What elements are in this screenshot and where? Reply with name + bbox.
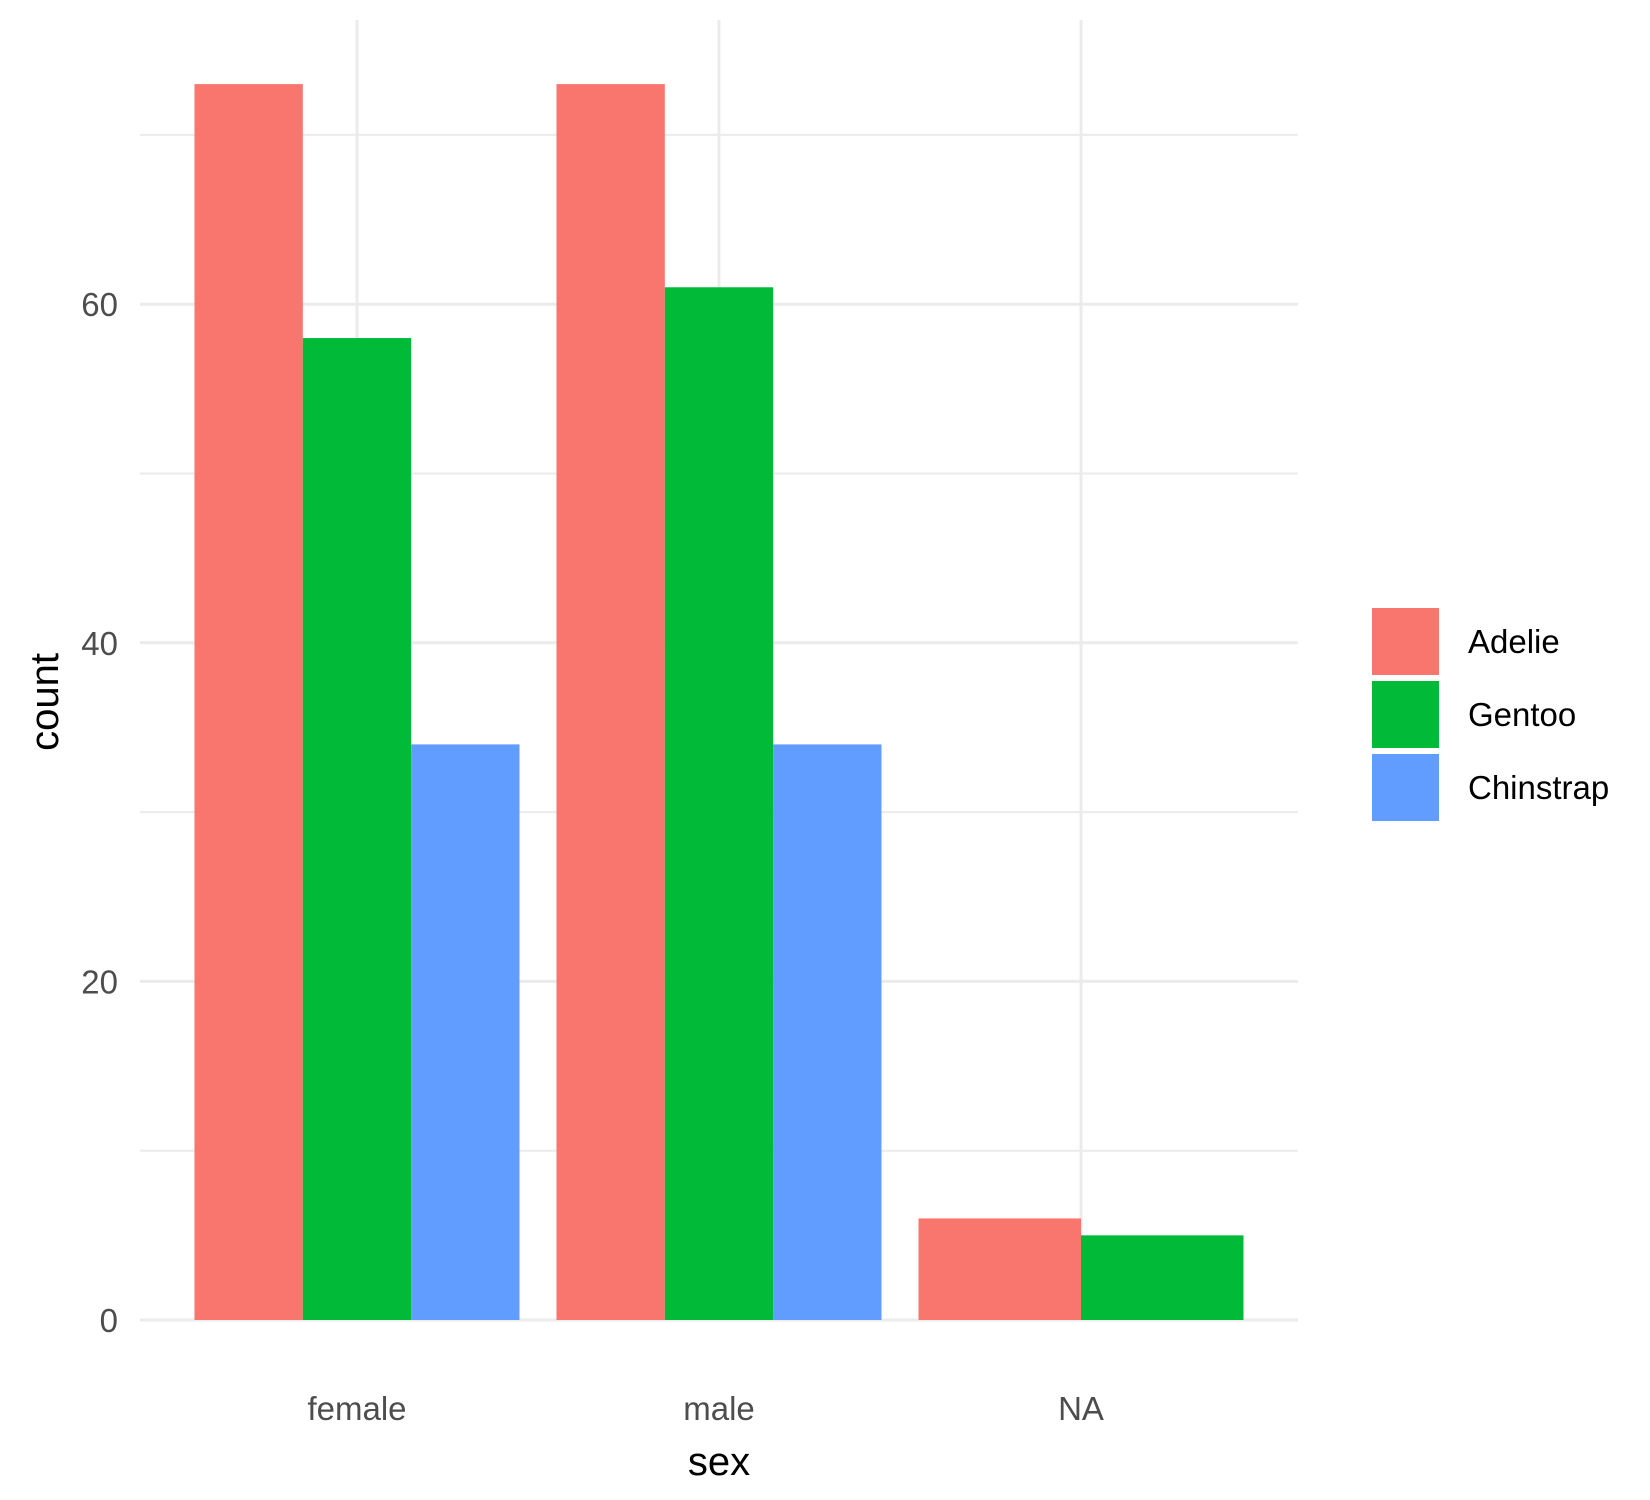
y-tick-label: 20: [81, 963, 118, 1000]
bar-adelie-female: [194, 84, 303, 1321]
x-axis-tick-labels: female male NA: [307, 1390, 1103, 1427]
legend-key-adelie: [1372, 608, 1439, 675]
y-tick-label: 40: [81, 625, 118, 662]
bar-gentoo-male: [664, 287, 774, 1320]
legend: Adelie Gentoo Chinstrap: [1372, 608, 1609, 821]
x-tick-label: NA: [1058, 1390, 1104, 1427]
x-tick-label: female: [307, 1390, 406, 1427]
y-tick-label: 0: [100, 1302, 118, 1339]
bar-chinstrap-female: [411, 744, 520, 1320]
bar-chinstrap-male: [773, 744, 882, 1320]
y-axis-title: count: [23, 653, 67, 751]
bar-gentoo-female: [302, 338, 412, 1320]
legend-label-gentoo: Gentoo: [1468, 696, 1576, 733]
x-axis-title: sex: [688, 1440, 750, 1484]
y-tick-label: 60: [81, 286, 118, 323]
y-axis-tick-labels: 0 20 40 60: [81, 286, 118, 1339]
legend-key-gentoo: [1372, 681, 1439, 748]
bar-adelie-na: [918, 1218, 1081, 1320]
bars: [194, 84, 1244, 1321]
bar-gentoo-na: [1081, 1235, 1244, 1320]
bar-adelie-male: [556, 84, 665, 1321]
legend-key-chinstrap: [1372, 754, 1439, 821]
legend-label-adelie: Adelie: [1468, 623, 1560, 660]
x-tick-label: male: [683, 1390, 755, 1427]
legend-label-chinstrap: Chinstrap: [1468, 769, 1609, 806]
